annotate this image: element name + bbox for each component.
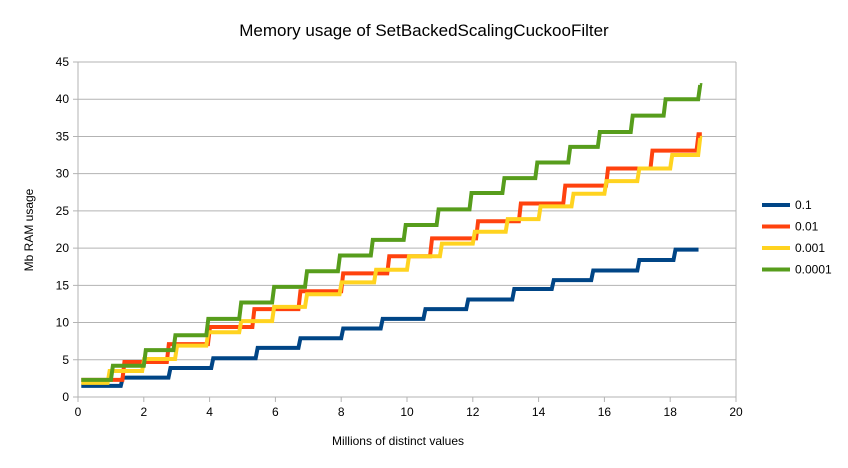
chart-title: Memory usage of SetBackedScalingCuckooFi… bbox=[239, 21, 609, 40]
x-tick-label: 10 bbox=[400, 405, 414, 419]
x-tick-label: 18 bbox=[664, 405, 678, 419]
x-tick-label: 4 bbox=[206, 405, 213, 419]
x-tick-label: 16 bbox=[598, 405, 612, 419]
y-tick-label: 45 bbox=[56, 55, 70, 69]
y-tick-label: 10 bbox=[56, 316, 70, 330]
series-line-0.0001 bbox=[81, 83, 703, 382]
x-tick-label: 2 bbox=[140, 405, 147, 419]
x-tick-label: 20 bbox=[729, 405, 743, 419]
y-tick-label: 25 bbox=[56, 204, 70, 218]
legend-label: 0.001 bbox=[795, 241, 825, 255]
legend: 0.1 0.01 0.001 0.0001 bbox=[762, 198, 832, 277]
y-tick-label: 30 bbox=[56, 167, 70, 181]
y-axis-ticks: 0 5 10 15 20 25 30 35 40 45 bbox=[56, 55, 70, 404]
y-tick-label: 20 bbox=[56, 241, 70, 255]
gridlines bbox=[73, 61, 737, 402]
y-axis-label: Mb RAM usage bbox=[22, 188, 36, 271]
x-axis-label: Millions of distinct values bbox=[332, 434, 464, 448]
x-tick-label: 14 bbox=[532, 405, 546, 419]
x-tick-label: 6 bbox=[272, 405, 279, 419]
y-tick-label: 35 bbox=[56, 129, 70, 143]
x-tick-label: 8 bbox=[338, 405, 345, 419]
legend-label: 0.01 bbox=[795, 220, 819, 234]
y-tick-label: 40 bbox=[56, 92, 70, 106]
y-tick-label: 0 bbox=[62, 390, 69, 404]
x-axis-ticks: 0 2 4 6 8 10 12 14 16 18 20 bbox=[75, 405, 743, 419]
y-tick-label: 5 bbox=[62, 353, 69, 367]
legend-label: 0.0001 bbox=[795, 263, 832, 277]
series-lines bbox=[81, 83, 703, 388]
legend-label: 0.1 bbox=[795, 198, 812, 212]
series-line-0.1 bbox=[81, 247, 699, 388]
x-tick-label: 12 bbox=[466, 405, 480, 419]
series-line-0.001 bbox=[81, 135, 703, 385]
y-tick-label: 15 bbox=[56, 278, 70, 292]
x-tick-label: 0 bbox=[75, 405, 82, 419]
